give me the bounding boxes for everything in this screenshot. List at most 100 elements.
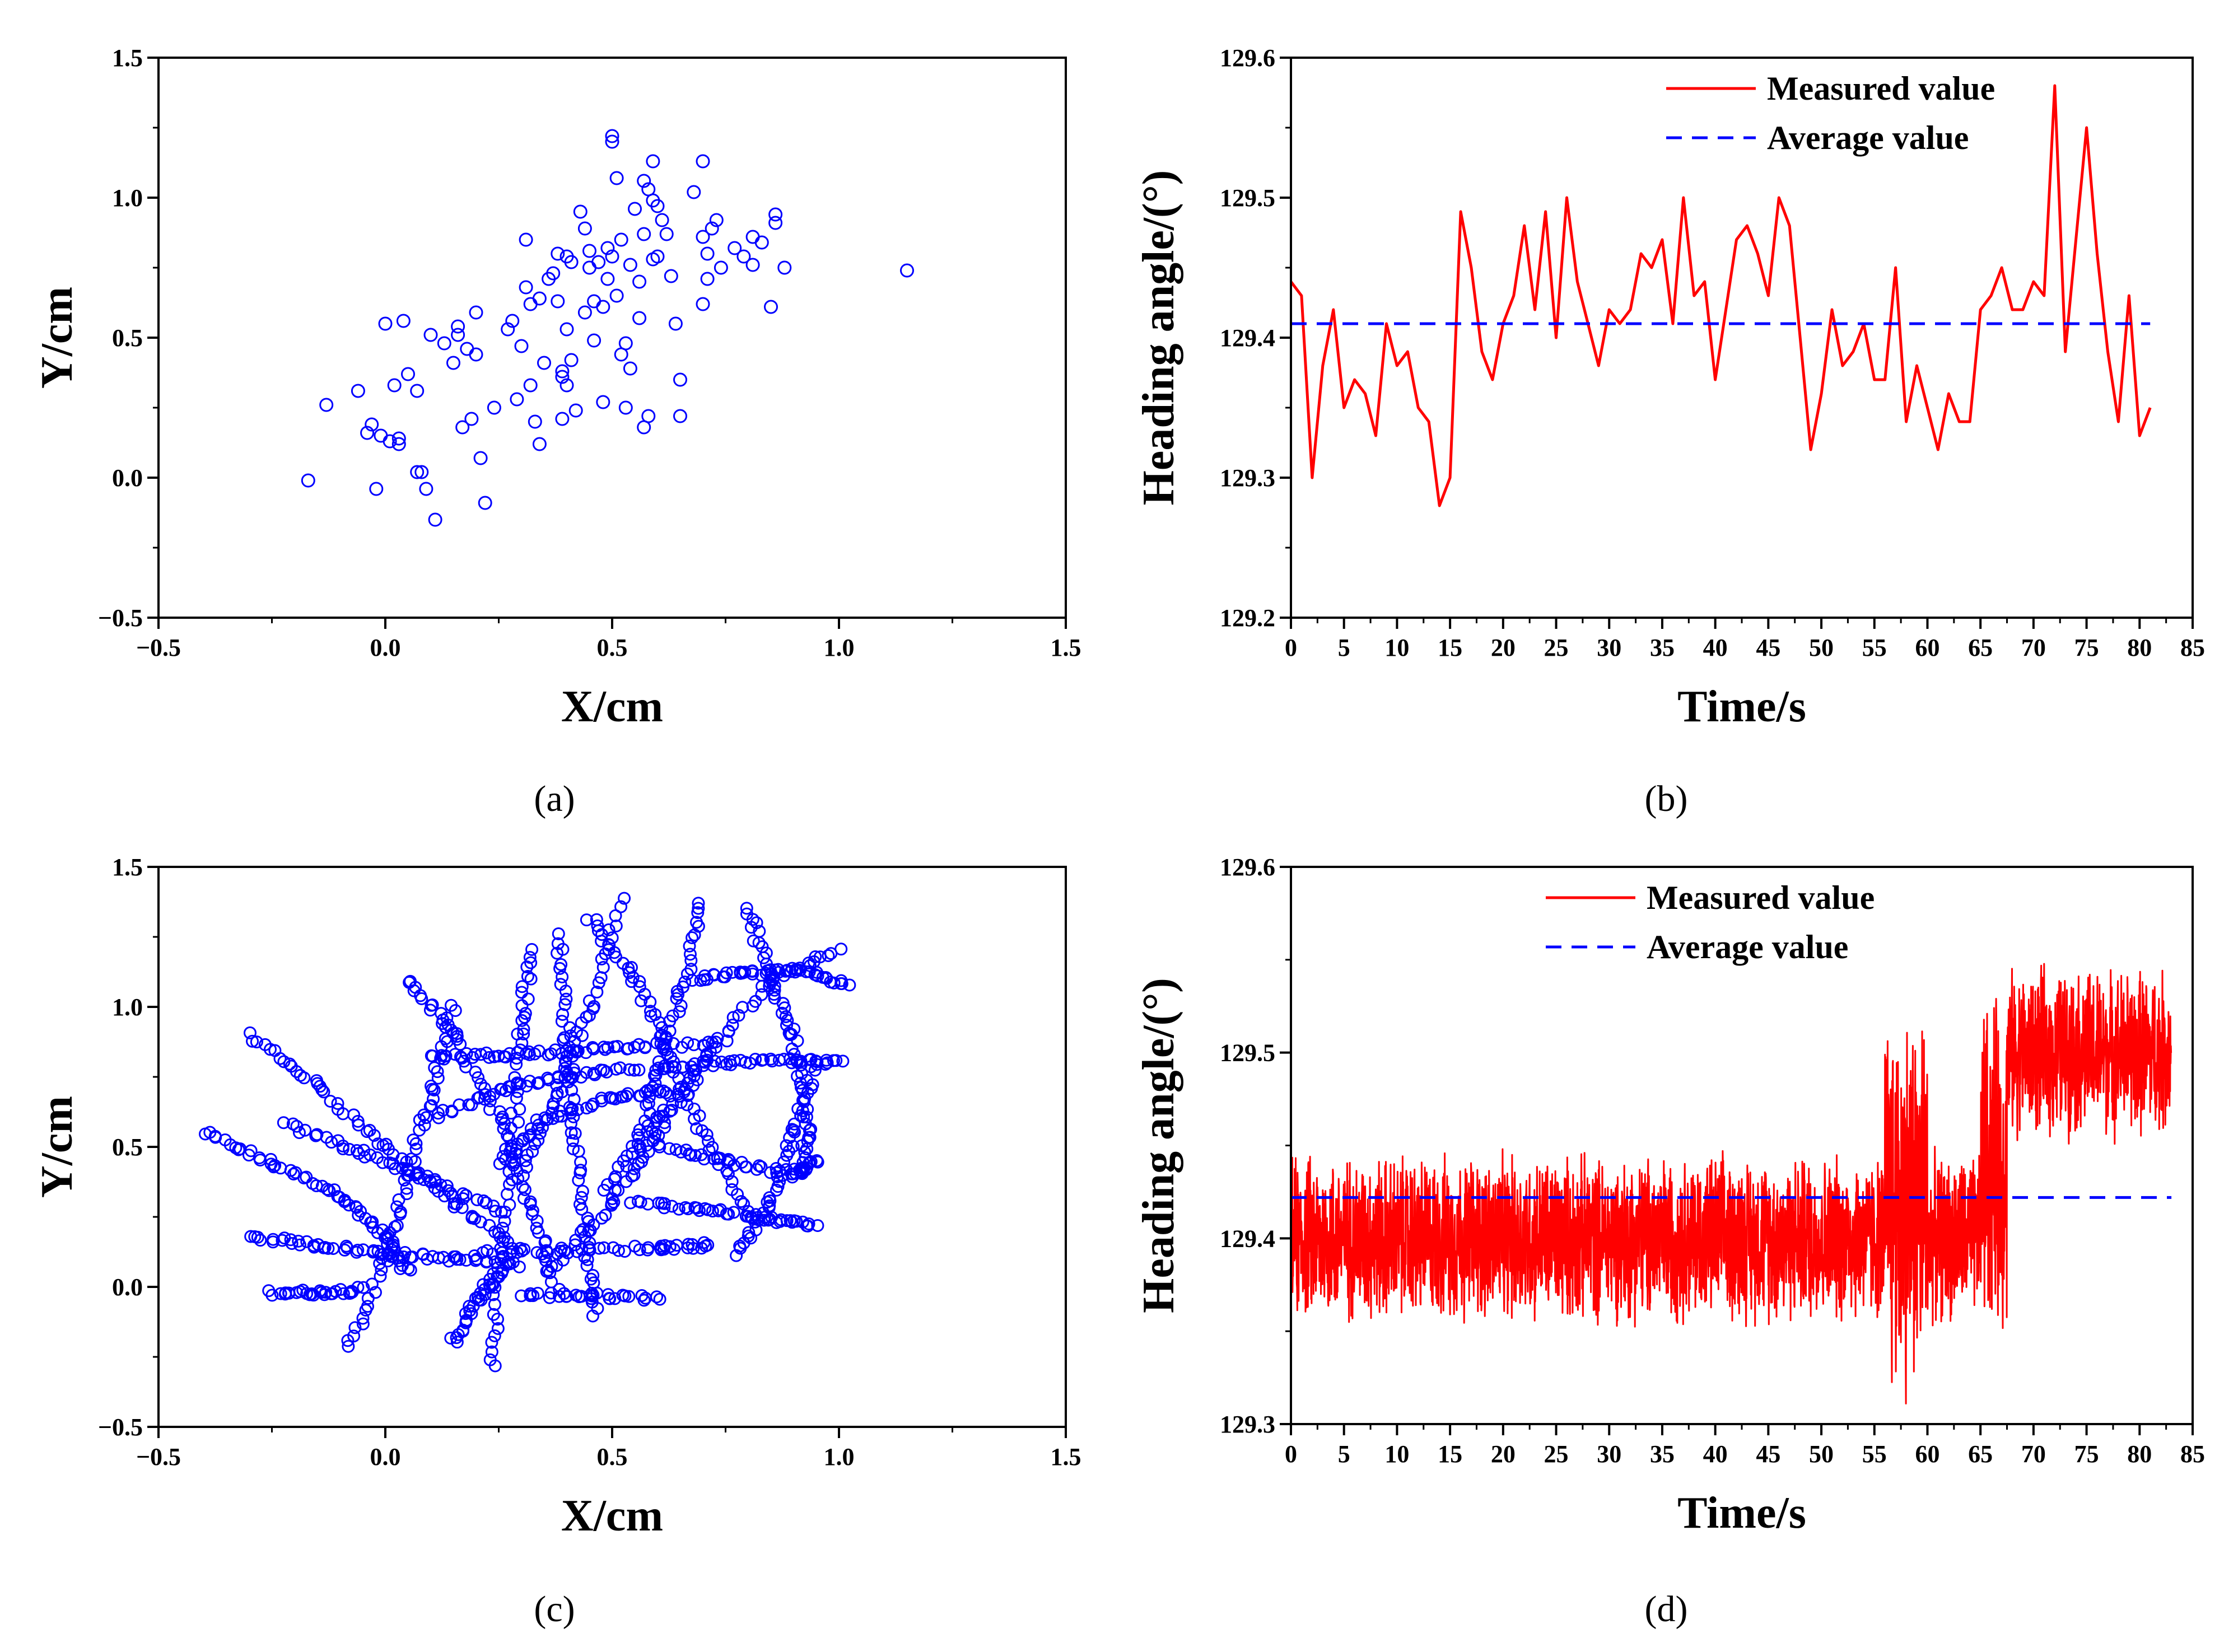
scatter-point xyxy=(264,1043,277,1056)
x-tick-label-b: 70 xyxy=(2021,634,2046,661)
scatter-point xyxy=(348,1321,362,1334)
scatter-point xyxy=(678,1082,692,1096)
scatter-point xyxy=(451,319,465,334)
scatter-point xyxy=(566,1134,580,1147)
x-tick-label-b: 15 xyxy=(1438,634,1462,661)
scatter-point xyxy=(521,969,534,983)
scatter-point xyxy=(637,174,651,188)
scatter-point xyxy=(439,1049,453,1063)
scatter-point xyxy=(708,1054,721,1068)
x-tick-label-b: 45 xyxy=(1756,634,1780,661)
scatter-point xyxy=(804,1123,818,1136)
scatter-point xyxy=(574,1166,587,1179)
scatter-point xyxy=(770,1161,783,1175)
scatter-point xyxy=(683,948,697,961)
scatter-point xyxy=(822,949,835,962)
scatter-point xyxy=(325,1136,338,1149)
y-tick-label-a: 0.0 xyxy=(112,464,143,492)
scatter-point xyxy=(612,1244,625,1257)
scatter-point xyxy=(780,1163,793,1176)
scatter-point xyxy=(692,897,705,910)
scatter-point xyxy=(701,1053,714,1067)
scatter-point xyxy=(754,1160,768,1174)
scatter-point xyxy=(663,1014,677,1028)
scatter-point xyxy=(478,1088,492,1102)
scatter-point xyxy=(435,1007,448,1020)
scatter-point xyxy=(488,1298,501,1311)
scatter-point xyxy=(499,1152,512,1166)
scatter-point xyxy=(401,367,415,381)
scatter-point xyxy=(780,1139,793,1152)
scatter-point xyxy=(486,1247,500,1261)
scatter-point xyxy=(641,409,656,423)
scatter-point xyxy=(469,305,483,320)
scatter-point xyxy=(638,1041,652,1054)
scatter-point xyxy=(605,134,619,149)
scatter-point xyxy=(595,1211,609,1225)
scatter-point xyxy=(603,1292,617,1305)
scatter-point xyxy=(419,482,433,496)
scatter-point xyxy=(502,1131,516,1144)
scatter-point xyxy=(459,1189,473,1202)
scatter-point xyxy=(301,473,315,488)
scatter-point xyxy=(555,370,570,384)
scatter-point xyxy=(566,1102,579,1116)
scatter-point xyxy=(489,1205,502,1218)
scatter-point xyxy=(474,1048,488,1061)
scatter-point xyxy=(437,336,451,351)
scatter-point xyxy=(523,378,538,393)
scatter-point xyxy=(637,227,651,241)
scatter-point xyxy=(525,942,539,956)
scatter-point xyxy=(409,1142,423,1156)
scatter-point xyxy=(691,906,705,920)
scatter-point xyxy=(383,434,397,449)
scatter-point xyxy=(658,1197,672,1210)
x-tick-label-d: 10 xyxy=(1384,1440,1409,1468)
scatter-point xyxy=(582,244,596,258)
scatter-point xyxy=(766,1054,779,1068)
scatter-point xyxy=(266,1235,279,1249)
scatter-point xyxy=(606,1091,619,1105)
scatter-point xyxy=(752,936,766,949)
scatter-point xyxy=(404,1250,417,1264)
scatter-point xyxy=(556,1008,570,1021)
x-tick-label-d: 25 xyxy=(1544,1440,1569,1468)
y-tick-label-b: 129.4 xyxy=(1220,324,1275,352)
scatter-point xyxy=(795,1161,808,1175)
scatter-point xyxy=(580,1259,594,1272)
scatter-point xyxy=(632,1038,646,1051)
scatter-point xyxy=(512,1260,526,1273)
scatter-point xyxy=(320,1183,334,1196)
scatter-point xyxy=(728,241,742,255)
series-line-measured-value xyxy=(1291,84,2152,507)
scatter-point xyxy=(656,1084,670,1098)
panel-b-heading-line: 0 5 10 15 20 25 30 35 40 45 50 55 60 65 70 75 80 85 129.2 1… xyxy=(1134,44,2205,819)
scatter-point xyxy=(324,1094,337,1108)
x-tick-label-d: 60 xyxy=(1915,1440,1939,1468)
scatter-point xyxy=(367,1128,381,1142)
scatter-point xyxy=(900,263,914,278)
scatter-point xyxy=(521,992,535,1006)
scatter-point xyxy=(556,970,569,983)
scatter-point xyxy=(599,1208,612,1222)
scatter-point xyxy=(764,300,778,314)
scatter-point xyxy=(641,1241,655,1254)
scatter-point xyxy=(404,1263,417,1277)
scatter-point xyxy=(514,339,529,353)
scatter-point xyxy=(519,1154,532,1168)
scatter-point xyxy=(290,1065,303,1079)
series-group-a xyxy=(301,129,914,527)
scatter-point xyxy=(660,1032,673,1046)
scatter-point xyxy=(390,1219,404,1233)
scatter-point xyxy=(794,1109,808,1122)
scatter-point xyxy=(742,1226,756,1239)
scatter-point xyxy=(673,1082,686,1096)
series-group-b xyxy=(1291,84,2152,507)
scatter-point xyxy=(381,1247,394,1260)
x-tick-label-b: 55 xyxy=(1862,634,1887,661)
scatter-point xyxy=(793,1163,806,1177)
scatter-point xyxy=(777,1052,791,1066)
x-tick-label-b: 10 xyxy=(1384,634,1409,661)
panel-c-label: (c) xyxy=(534,1589,575,1630)
scatter-point xyxy=(516,1169,530,1183)
